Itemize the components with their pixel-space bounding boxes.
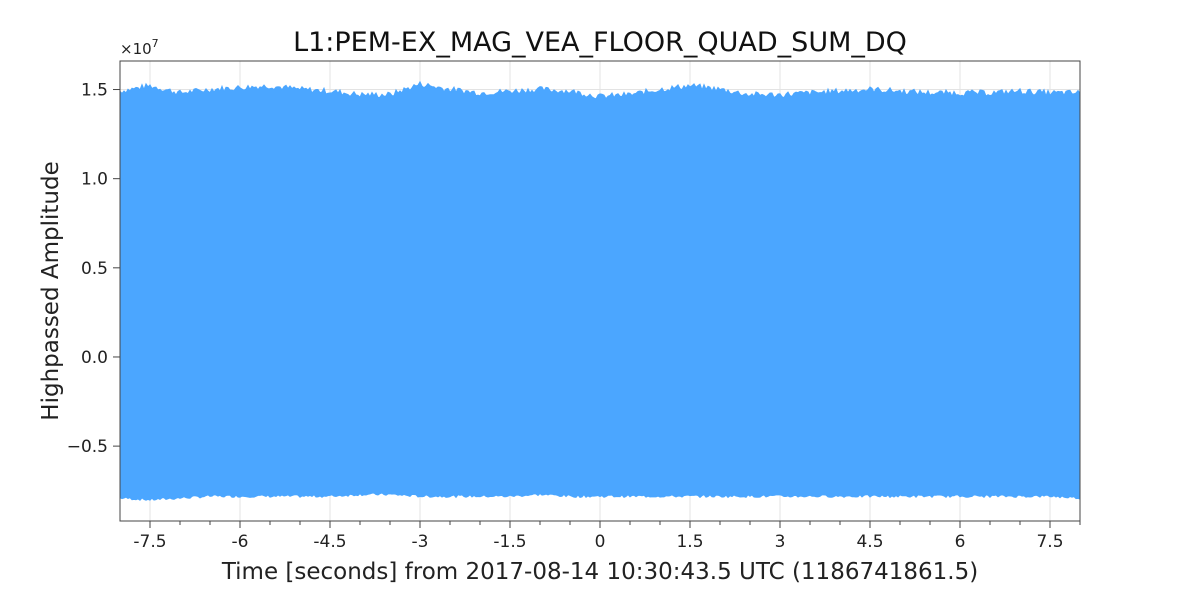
- y-multiplier: ×107: [120, 37, 159, 58]
- x-tick-label: -3: [412, 532, 429, 552]
- x-tick-label: 0: [595, 532, 606, 552]
- x-tick-label: 4.5: [856, 532, 883, 552]
- series-envelope: [119, 80, 1081, 501]
- y-multiplier-base: ×10: [120, 40, 152, 58]
- y-tick-label: 0.5: [81, 259, 108, 279]
- x-axis-label: Time [seconds] from 2017-08-14 10:30:43.…: [221, 559, 978, 585]
- x-tick-label: 6: [955, 532, 966, 552]
- y-multiplier-exponent: 7: [152, 37, 159, 50]
- x-tick-label: -4.5: [313, 532, 346, 552]
- chart-title: L1:PEM-EX_MAG_VEA_FLOOR_QUAD_SUM_DQ: [293, 27, 907, 58]
- y-tick-label: 1.0: [81, 170, 108, 190]
- y-tick-label: −0.5: [67, 437, 108, 457]
- x-axis: -7.5 -6 -4.5 -3 -1.5 0 1.5 3 4.5 6 7.5: [133, 521, 1081, 552]
- x-tick-label: -7.5: [133, 532, 166, 552]
- y-tick-label: 0.0: [81, 348, 108, 368]
- y-tick-label: 1.5: [81, 81, 108, 101]
- x-tick-label: 1.5: [676, 532, 703, 552]
- y-axis-label: Highpassed Amplitude: [38, 161, 64, 420]
- x-tick-label: 7.5: [1036, 532, 1063, 552]
- series-layer: [119, 80, 1081, 501]
- x-tick-label: 3: [775, 532, 786, 552]
- x-tick-label: -1.5: [493, 532, 526, 552]
- y-axis: −0.5 0.0 0.5 1.0 1.5: [67, 81, 120, 457]
- x-tick-label: -6: [232, 532, 249, 552]
